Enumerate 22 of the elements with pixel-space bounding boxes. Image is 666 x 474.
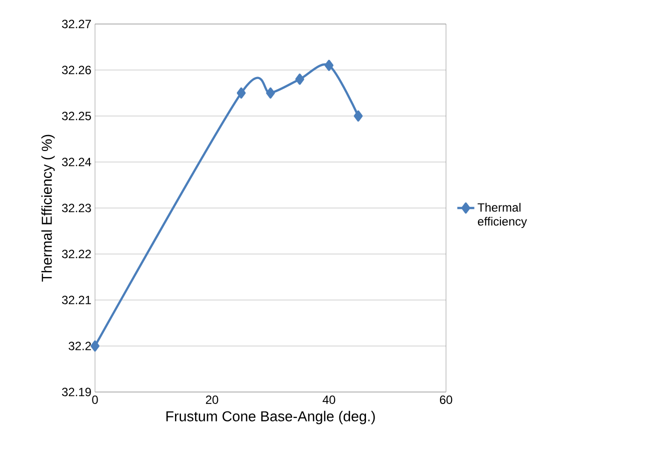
point [295, 74, 304, 85]
y-tick-label: 32.21 [62, 296, 91, 304]
x-tick-label: 20 [206, 396, 218, 404]
y-tick-label: 32.19 [62, 388, 91, 396]
x-tick-label: 0 [92, 396, 98, 404]
legend-label: Thermal efficiency [478, 202, 527, 228]
y-tick-label: 32.27 [62, 20, 91, 28]
point [236, 87, 246, 99]
point [354, 110, 363, 122]
y-tick-label: 32.26 [62, 66, 91, 74]
y-tick-label: 32.24 [62, 158, 92, 166]
x-axis-title: Frustum Cone Base-Angle (deg.) [166, 410, 375, 424]
y-axis-title: Thermal Efficiency ( %) [41, 134, 55, 282]
y-tick-label: 32.2 [68, 342, 91, 350]
y-tick-label: 32.22 [62, 250, 91, 258]
y-tick-label: 32.23 [62, 204, 91, 212]
x-tick-label: 40 [322, 396, 336, 404]
y-tick-label: 32.25 [62, 112, 91, 120]
point [266, 87, 275, 99]
x-tick-label: 60 [440, 396, 452, 404]
point [90, 340, 100, 352]
point [324, 60, 334, 71]
